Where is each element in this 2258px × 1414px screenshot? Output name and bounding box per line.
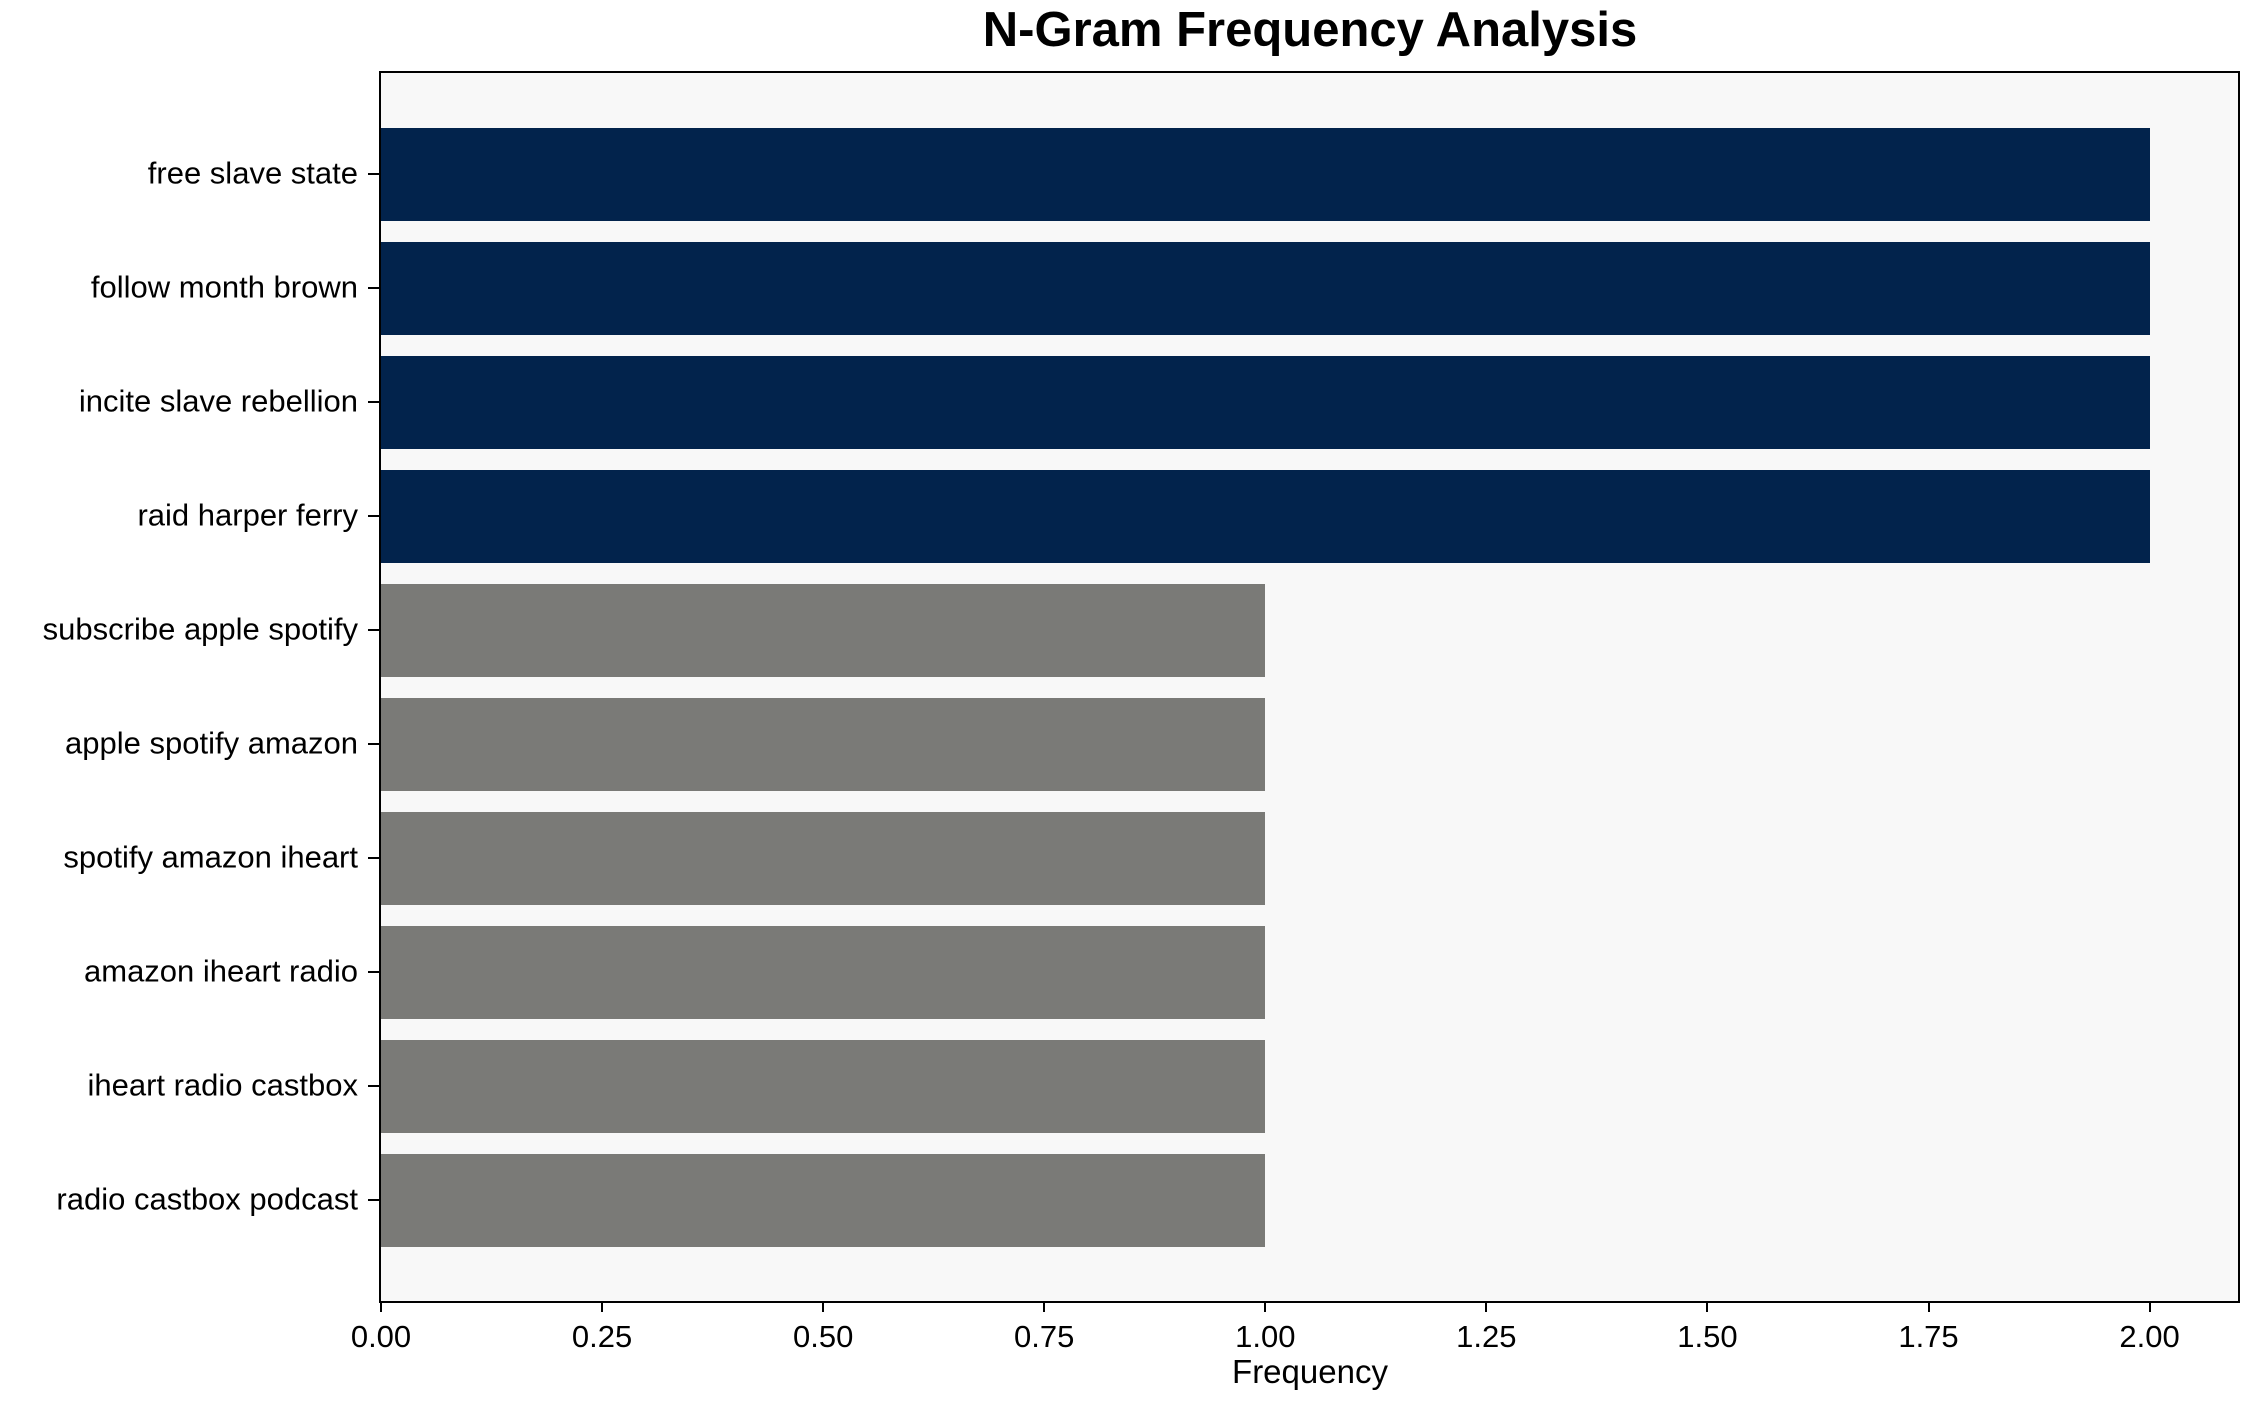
chart-title: N-Gram Frequency Analysis (982, 3, 1638, 57)
x-tick-mark (1043, 1303, 1046, 1312)
x-tick-label: 0.00 (350, 1319, 412, 1354)
x-axis-label: Frequency (1232, 1353, 1388, 1390)
y-tick-mark (368, 287, 379, 289)
x-tick-label: 0.50 (792, 1319, 854, 1354)
y-tick-label: free slave state (147, 155, 358, 191)
y-tick-label: incite slave rebellion (78, 383, 358, 419)
x-tick-mark (1927, 1303, 1930, 1312)
y-tick-label: iheart radio castbox (87, 1067, 358, 1103)
y-tick-mark (368, 743, 379, 745)
y-tick-label: amazon iheart radio (84, 953, 358, 989)
bar (381, 583, 1266, 677)
x-tick-mark (822, 1303, 825, 1312)
y-tick-mark (368, 857, 379, 859)
bar (381, 697, 1266, 791)
bar (381, 811, 1266, 905)
bar (381, 469, 2150, 563)
y-tick-mark (368, 1199, 379, 1201)
y-tick-label: radio castbox podcast (56, 1181, 358, 1217)
x-tick-label: 1.25 (1456, 1319, 1517, 1354)
y-tick-mark (368, 173, 379, 175)
bar (381, 355, 2150, 449)
y-tick-label: raid harper ferry (137, 497, 358, 533)
bar (381, 925, 1266, 1019)
y-tick-label: follow month brown (90, 269, 358, 305)
x-tick-label: 0.25 (571, 1319, 633, 1354)
y-tick-label: spotify amazon iheart (63, 839, 358, 875)
y-tick-mark (368, 629, 379, 631)
bar (381, 1153, 1266, 1247)
x-tick-mark (1264, 1303, 1267, 1312)
y-tick-label: apple spotify amazon (65, 725, 358, 761)
y-tick-label: subscribe apple spotify (42, 611, 358, 647)
x-tick-mark (601, 1303, 604, 1312)
bar (381, 241, 2150, 335)
x-tick-label: 1.75 (1898, 1319, 1959, 1354)
x-tick-label: 1.00 (1235, 1319, 1296, 1354)
x-tick-mark (1706, 1303, 1709, 1312)
x-tick-label: 2.00 (2119, 1319, 2180, 1354)
x-tick-mark (2148, 1303, 2151, 1312)
x-tick-mark (1485, 1303, 1488, 1312)
y-tick-mark (368, 515, 379, 517)
x-tick-mark (380, 1303, 382, 1312)
bar (381, 127, 2150, 221)
y-tick-mark (368, 401, 379, 403)
bar (381, 1039, 1266, 1133)
y-tick-mark (368, 1085, 379, 1087)
x-tick-label: 0.75 (1014, 1319, 1075, 1354)
plot-area (379, 71, 2240, 1303)
y-tick-mark (368, 971, 379, 973)
x-tick-label: 1.50 (1677, 1319, 1738, 1354)
